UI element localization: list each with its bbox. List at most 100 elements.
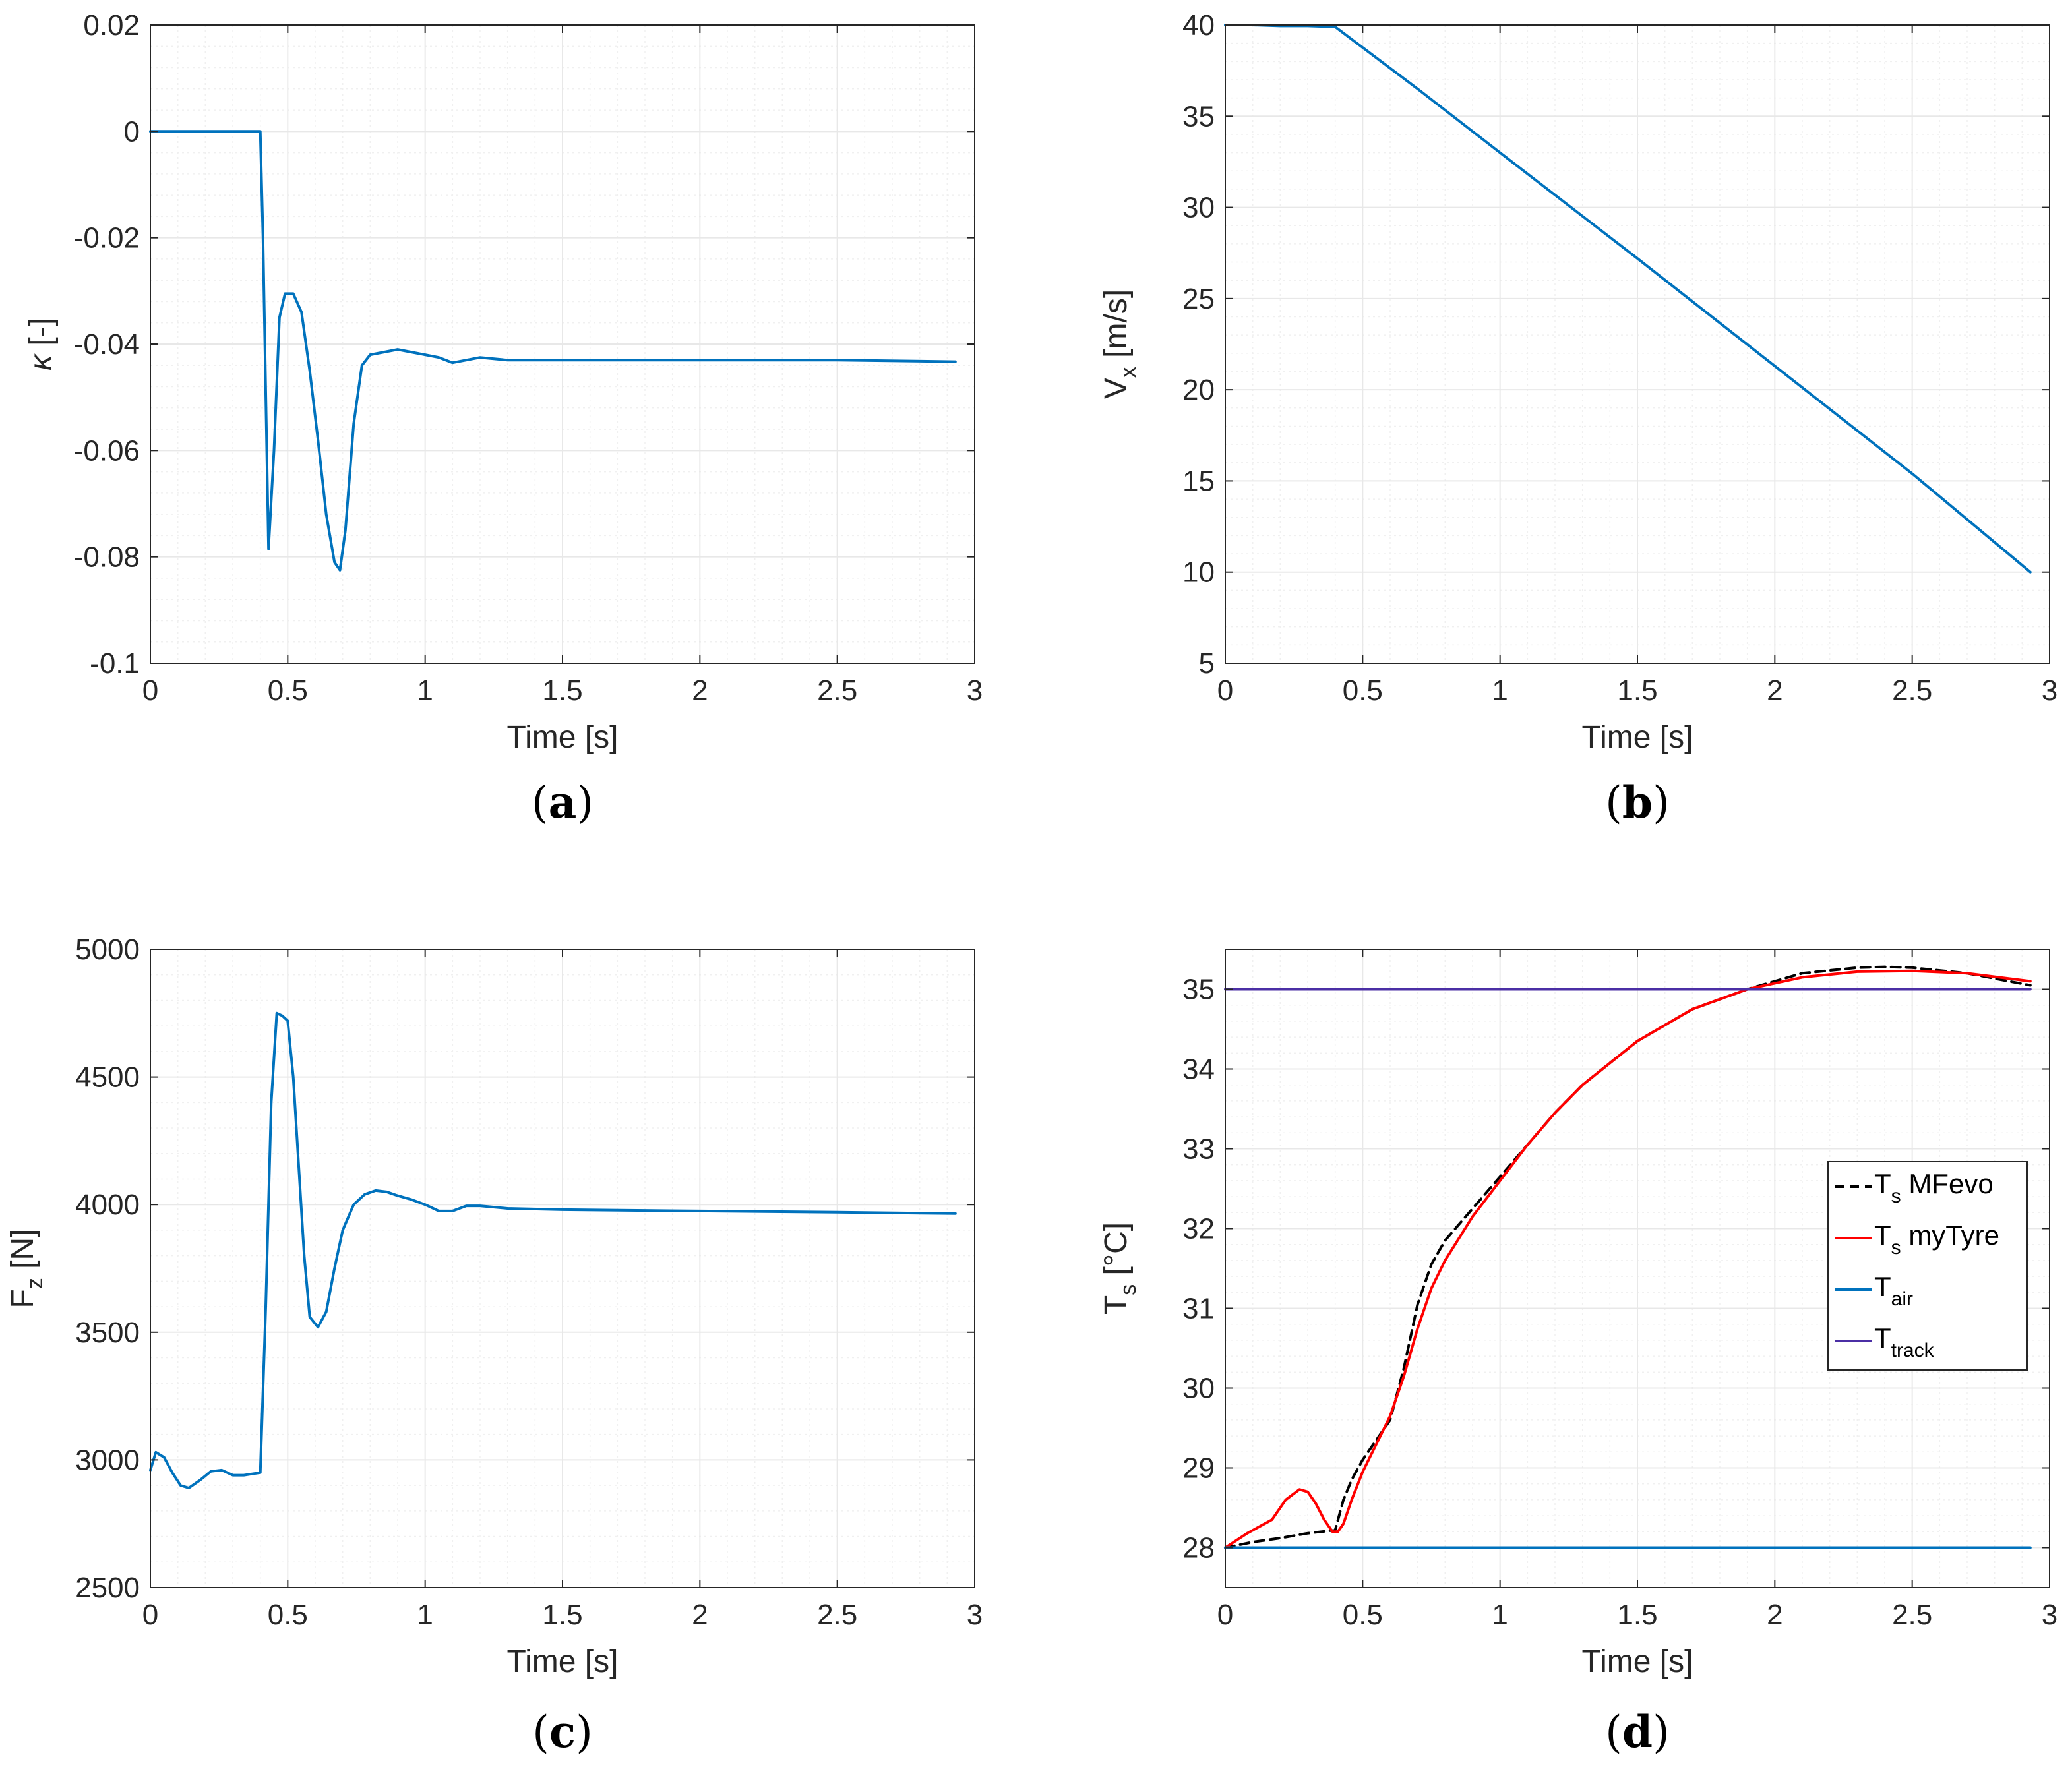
legend-entry-main: T (1874, 1271, 1891, 1302)
legend-entry: Ts myTyre (1874, 1220, 1999, 1259)
y-tick-label: 40 (1182, 9, 1215, 42)
caption-open: ( (1605, 777, 1622, 828)
caption-open: ( (532, 1707, 549, 1758)
x-tick-label: 1 (417, 1599, 433, 1631)
x-tick-label: 1 (417, 674, 433, 707)
panel-c: 0 0.5 1 1.5 2 2.5 3 2500 3000 3500 4000 4500 5000 Tim… (5, 934, 983, 1758)
x-tick-label: 2.5 (1892, 1599, 1932, 1631)
panel-caption: (a) (532, 777, 594, 828)
panel-d: 0 0.5 1 1.5 2 2.5 3 28 29 30 31 32 33 34 35 Time [s] Ts … (1099, 949, 2057, 1758)
y-tick-label: -0.08 (74, 541, 140, 574)
y-axis-label-main: F (5, 1289, 40, 1308)
y-axis-label-unit: [m/s] (1099, 289, 1134, 367)
x-tick-label: 1.5 (542, 674, 582, 707)
x-tick-label: 3 (967, 674, 983, 707)
caption-close: ) (576, 1707, 593, 1758)
legend-entry-rest: MFevo (1901, 1168, 1994, 1199)
legend-entry-main: T (1874, 1168, 1891, 1199)
legend-entry-main: T (1874, 1220, 1891, 1251)
y-axis-label-sub: x (1116, 367, 1141, 378)
legend-entry: Ts MFevo (1874, 1168, 1994, 1207)
y-tick-label: 29 (1182, 1452, 1215, 1485)
x-tick-label: 1 (1492, 1599, 1508, 1631)
y-tick-label: -0.06 (74, 434, 140, 467)
x-tick-label: 0 (142, 674, 158, 707)
y-axis-label-unit: [N] (5, 1229, 40, 1278)
caption-close: ) (576, 777, 594, 828)
x-axis-label: Time [s] (507, 720, 619, 755)
y-tick-label: 32 (1182, 1213, 1215, 1245)
y-axis-label: Ts [°C] (1099, 1222, 1141, 1315)
y-tick-label: 4500 (75, 1061, 140, 1094)
x-tick-label: 2.5 (817, 1599, 857, 1631)
panel-caption: (c) (532, 1706, 593, 1758)
y-axis-label-unit: [°C] (1099, 1222, 1134, 1284)
x-tick-label: 0.5 (1343, 1599, 1383, 1631)
legend-entry-sub: air (1891, 1288, 1913, 1310)
caption-letter: a (549, 777, 577, 828)
x-tick-label: 0 (1217, 674, 1233, 707)
x-tick-label: 2 (692, 674, 708, 707)
y-axis-label: Fz [N] (5, 1229, 47, 1309)
panel-a: 0 0.5 1 1.5 2 2.5 3 -0.1 -0.08 -0.06 -0.04 -0.02 0 0.… (24, 9, 983, 828)
x-tick-label: 2 (692, 1599, 708, 1631)
caption-letter: d (1622, 1706, 1653, 1758)
panel-caption: (b) (1605, 777, 1670, 828)
x-tick-label: 0.5 (268, 674, 308, 707)
x-axis-label: Time [s] (1582, 1644, 1693, 1679)
y-tick-label: 34 (1182, 1054, 1215, 1086)
x-tick-label: 1.5 (542, 1599, 582, 1631)
x-tick-label: 2 (1767, 674, 1783, 707)
y-tick-label: -0.04 (74, 328, 140, 361)
y-tick-label: 33 (1182, 1133, 1215, 1166)
legend-entry-sub: s (1891, 1185, 1901, 1207)
x-axis-label: Time [s] (507, 1644, 619, 1679)
legend-entry-sub: track (1891, 1340, 1935, 1361)
x-axis-label: Time [s] (1582, 720, 1693, 755)
y-axis-label-main: κ (24, 353, 59, 371)
y-tick-label: 28 (1182, 1532, 1215, 1564)
y-tick-label: 31 (1182, 1293, 1215, 1325)
legend-entry: Ttrack (1874, 1323, 1935, 1361)
y-axis-label-sub: s (1116, 1284, 1141, 1295)
legend-box (1827, 1161, 2028, 1371)
x-tick-label: 0 (142, 1599, 158, 1631)
y-tick-label: 0 (124, 115, 140, 148)
y-tick-label: 30 (1182, 1373, 1215, 1405)
series-fz (149, 1011, 957, 1489)
x-tick-label: 1.5 (1617, 674, 1657, 707)
y-tick-label: 30 (1182, 192, 1215, 224)
y-tick-label: 10 (1182, 556, 1215, 589)
x-tick-label: 0.5 (268, 1599, 308, 1631)
legend-entry-rest: myTyre (1901, 1220, 1999, 1251)
y-tick-label: 2500 (75, 1572, 140, 1604)
caption-open: ( (1605, 1707, 1622, 1758)
y-tick-label: 0.02 (83, 9, 140, 42)
caption-letter: c (549, 1706, 576, 1758)
y-tick-label: 5000 (75, 934, 140, 966)
y-tick-label: -0.1 (90, 647, 140, 680)
y-tick-label: 3000 (75, 1444, 140, 1476)
series-ts-mytyre (1224, 969, 2032, 1549)
x-tick-label: 0 (1217, 1599, 1233, 1631)
y-axis-label-main: T (1099, 1295, 1134, 1315)
legend-entry-sub: s (1891, 1237, 1901, 1259)
y-tick-label: 4000 (75, 1189, 140, 1221)
x-tick-label: 2.5 (1892, 674, 1932, 707)
x-tick-label: 3 (967, 1599, 983, 1631)
x-tick-label: 3 (2042, 674, 2057, 707)
y-tick-label: 15 (1182, 465, 1215, 497)
legend-entry: Tair (1874, 1271, 1913, 1310)
y-tick-label: 20 (1182, 374, 1215, 406)
y-tick-label: 5 (1199, 647, 1215, 680)
x-tick-label: 0.5 (1343, 674, 1383, 707)
y-axis-label-unit: [-] (24, 318, 59, 355)
caption-open: ( (532, 777, 549, 828)
caption-letter: b (1622, 777, 1653, 828)
y-tick-label: 35 (1182, 974, 1215, 1006)
caption-close: ) (1653, 1707, 1670, 1758)
y-tick-label: -0.02 (74, 222, 140, 254)
